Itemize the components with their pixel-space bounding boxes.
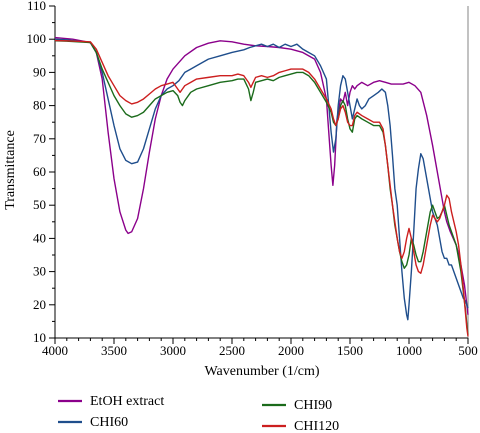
y-tick-label: 60: [33, 164, 46, 179]
plot-frame: [54, 6, 469, 339]
legend-label-chi60: CHI60: [90, 415, 128, 430]
y-axis-title: Transmittance: [3, 130, 18, 210]
y-tick-label: 30: [33, 264, 46, 279]
y-tick-label: 50: [33, 197, 46, 212]
legend-label-etoh-extract: EtOH extract: [90, 394, 164, 409]
series-line-chi120: [54, 39, 469, 337]
legend-label-chi120: CHI120: [294, 419, 339, 433]
x-tick-label: 2500: [219, 343, 245, 358]
x-tick-label: 3500: [101, 343, 127, 358]
series-line-etoh-extract: [54, 36, 469, 315]
x-tick-label: 4000: [42, 343, 68, 358]
y-tick-label: 90: [33, 64, 46, 79]
series-line-chi90: [54, 40, 469, 335]
legend-label-chi90: CHI90: [294, 398, 332, 413]
x-tick-label: 3000: [160, 343, 186, 358]
series-line-chi60: [54, 38, 469, 321]
y-tick-label: 40: [33, 230, 46, 245]
x-tick-label: 1500: [337, 343, 363, 358]
legend: EtOH extract CHI60 CHI90 CHI120: [58, 394, 339, 433]
y-tick-label: 10: [33, 330, 46, 345]
y-tick-label: 110: [27, 0, 46, 13]
x-tick-label: 1000: [396, 343, 422, 358]
y-tick-label: 100: [27, 31, 47, 46]
x-tick-label: 500: [458, 343, 478, 358]
x-tick-label: 2000: [278, 343, 304, 358]
x-axis: 4000 3500 3000 2500 2000 1500 1000 500: [42, 338, 478, 358]
y-tick-label: 70: [33, 131, 46, 146]
y-tick-label: 80: [33, 98, 46, 113]
series-layer: [54, 36, 469, 337]
x-axis-title: Wavenumber (1/cm): [204, 364, 319, 379]
y-tick-label: 20: [33, 297, 46, 312]
y-axis: 10 20 30 40 50 60 70 80 90 100 110: [27, 0, 55, 345]
